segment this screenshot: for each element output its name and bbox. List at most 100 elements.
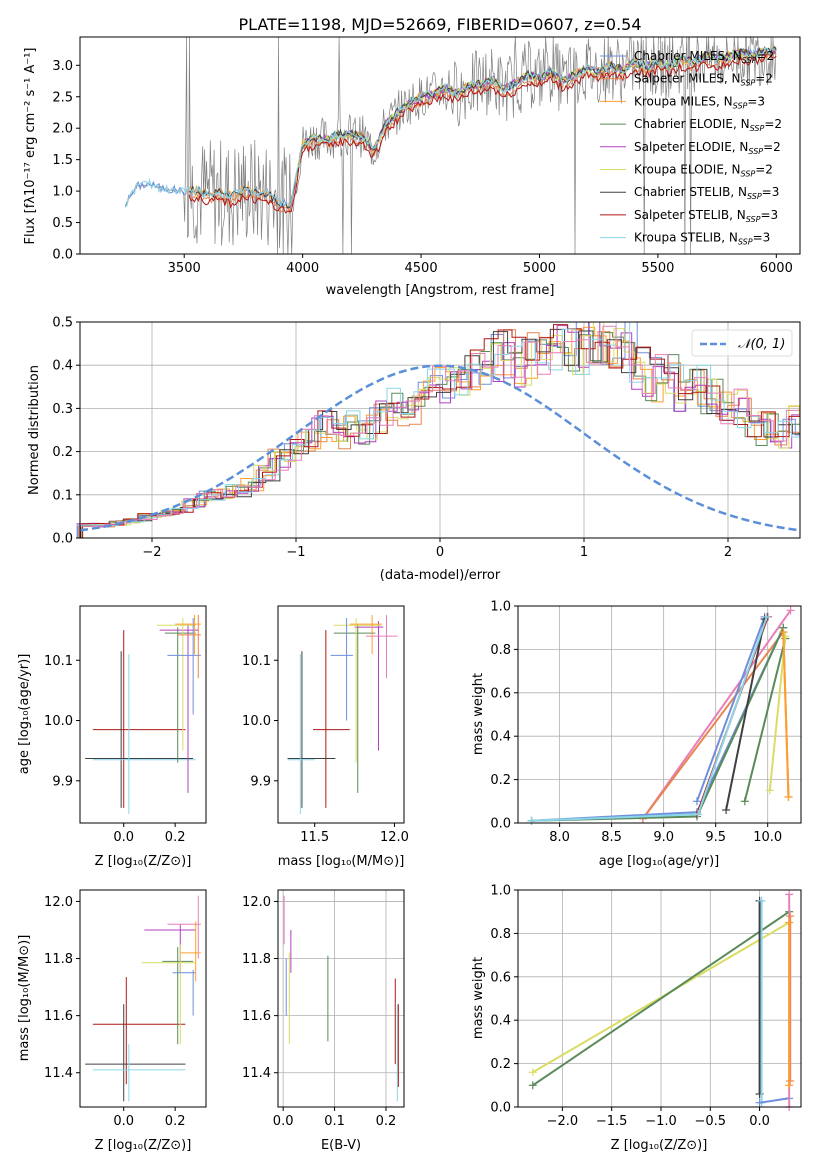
x-tick-label: 4500 [405, 261, 438, 276]
x-tick-label: 5500 [641, 261, 674, 276]
mass-vs-ebv-xlabel: E(B-V) [321, 1138, 361, 1153]
model-fit-line-7 [188, 46, 777, 209]
x-tick-label: −2.0 [547, 1114, 579, 1129]
age-vs-z-xlabel: Z [log₁₀(Z/Z⊙)] [95, 854, 192, 869]
histogram-ylabel: Normed distribution [27, 365, 42, 495]
panel-age-vs-mass: 11.5 12.0 9.9 10.0 10.1 mass [log₁₀(M/M⊙)] [242, 605, 409, 869]
legend-label: Chabrier ELODIE, NSSP=2 [634, 117, 782, 133]
y-tick-label: 3.0 [52, 59, 73, 74]
x-tick-label: 0.0 [113, 1114, 134, 1129]
histogram-series-3 [80, 326, 800, 538]
y-tick-label: 12.0 [242, 895, 271, 910]
y-tick-label: 0.6 [490, 970, 511, 985]
weight-vs-age-ylabel: mass weight [471, 673, 486, 755]
x-tick-label: 10.0 [753, 830, 782, 845]
y-tick-label: 0.2 [490, 1057, 511, 1072]
y-tick-label: 11.8 [242, 952, 271, 967]
weight-vs-z-frame [517, 889, 802, 1108]
legend-label: Chabrier STELIB, NSSP=3 [634, 185, 779, 201]
weight-vs-age-frame [517, 605, 802, 824]
mass-vs-ebv-frame [277, 889, 405, 1108]
weight-vs-age-line-10 [531, 616, 768, 822]
y-tick-label: 11.8 [44, 952, 73, 967]
y-tick-label: 0.3 [52, 402, 73, 417]
x-tick-label: 0.2 [165, 1114, 186, 1129]
x-tick-label: 1 [580, 545, 588, 560]
x-tick-label: −1 [286, 545, 305, 560]
weight-vs-age-line-5 [696, 616, 766, 802]
y-tick-label: 11.6 [44, 1009, 73, 1024]
age-vs-mass-xlabel: mass [log₁₀(M/M⊙)] [278, 854, 405, 869]
y-tick-label: 10.0 [242, 714, 271, 729]
x-tick-label: 0.0 [113, 830, 134, 845]
spectrum-frame [79, 36, 801, 255]
spectrum-legend: Chabrier MILES, NSSP=2 Salpeter MILES, NS… [600, 49, 782, 247]
y-tick-label: 0.8 [490, 927, 511, 942]
y-tick-label: 0.2 [490, 773, 511, 788]
panel-weight-vs-age: 8.0 8.5 9.0 9.5 10.0 0.0 0.2 0.4 0.6 0.8 1.0 age [… [471, 600, 802, 869]
legend-label: Chabrier MILES, NSSP=2 [634, 49, 774, 65]
x-tick-label: 9.5 [705, 830, 726, 845]
y-tick-label: 0.0 [52, 248, 73, 263]
mass-vs-z-frame [79, 889, 207, 1108]
panel-mass-vs-z: 0.0 0.2 11.4 11.6 11.8 12.0 Z [log₁₀(Z/Z⊙)] m… [17, 889, 207, 1153]
y-tick-label: 0.0 [490, 1101, 511, 1116]
age-vs-z-plot-area [85, 615, 201, 814]
legend-label: Salpeter STELIB, NSSP=3 [634, 208, 778, 224]
age-vs-z-ylabel: age [log₁₀(age/yr)] [17, 654, 32, 775]
weight-vs-age-line-9 [768, 636, 787, 791]
x-tick-label: −1.5 [596, 1114, 628, 1129]
weight-vs-age-xlabel: age [log₁₀(age/yr)] [599, 854, 720, 869]
x-tick-label: 0.2 [165, 830, 186, 845]
y-tick-label: 1.5 [52, 153, 73, 168]
mass-vs-z-axes: 0.0 0.2 11.4 11.6 11.8 12.0 [44, 895, 185, 1129]
age-vs-z-axes: 0.0 0.2 9.9 10.0 10.1 [44, 654, 185, 845]
y-tick-label: 11.4 [44, 1066, 73, 1081]
spectrum-axes: 3500 4000 4500 5000 5500 6000 0.0 0.5 1.0 1.5 2.0 2… [52, 59, 793, 276]
weight-vs-z-plot-area [528, 890, 795, 1111]
x-tick-label: 6000 [760, 261, 793, 276]
y-tick-label: 9.9 [250, 774, 271, 789]
y-tick-label: 0.5 [52, 216, 73, 231]
normal-legend-label: 𝒩(0, 1) [738, 337, 785, 352]
y-tick-label: 1.0 [52, 185, 73, 200]
histogram-series-1 [77, 321, 800, 538]
weight-vs-age-line-1 [642, 609, 792, 820]
mass-vs-z-xlabel: Z [log₁₀(Z/Z⊙)] [95, 1138, 192, 1153]
y-tick-label: 1.0 [490, 884, 511, 899]
y-tick-label: 0.4 [52, 359, 73, 374]
x-tick-label: 0.0 [273, 1114, 294, 1129]
panel-age-vs-z: 0.0 0.2 9.9 10.0 10.1 Z [log₁₀(Z/Z⊙)] age [l… [17, 605, 207, 869]
weight-vs-age-line-3 [531, 627, 785, 822]
x-tick-label: −0.5 [694, 1114, 726, 1129]
normal-curve-line [79, 364, 801, 532]
y-tick-label: 0.4 [490, 1014, 511, 1029]
y-tick-label: 11.6 [242, 1009, 271, 1024]
x-tick-label: 0.1 [324, 1114, 345, 1129]
y-tick-label: 1.0 [490, 600, 511, 615]
x-tick-label: 8.5 [601, 830, 622, 845]
legend-label: Kroupa ELODIE, NSSP=2 [634, 163, 773, 179]
weight-vs-age-line-11 [782, 631, 790, 798]
y-tick-label: 10.1 [242, 654, 271, 669]
x-tick-label: 3500 [168, 261, 201, 276]
histogram-axes: −2 −1 0 1 2 0.0 0.1 0.2 0.3 0.4 0.5 [52, 316, 732, 561]
y-tick-label: 0.4 [490, 730, 511, 745]
y-tick-label: 0.2 [52, 445, 73, 460]
weight-vs-z-axes: −2.0 −1.5 −1.0 −0.5 0.0 0.0 0.2 0.4 0.6 0.8 1.0 [490, 884, 770, 1130]
x-tick-label: 0.2 [376, 1114, 397, 1129]
age-vs-mass-plot-area [287, 615, 398, 814]
weight-vs-age-line-4 [531, 627, 785, 822]
histogram-legend-box [691, 329, 793, 357]
y-tick-label: 0.0 [52, 532, 73, 547]
mass-vs-ebv-plot-area [283, 895, 399, 1102]
histogram-series-7 [80, 328, 800, 538]
legend-label: Salpeter MILES, NSSP=2 [634, 72, 773, 88]
age-vs-z-frame [79, 605, 207, 824]
histogram-plot-area [76, 321, 801, 538]
x-tick-label: 2 [724, 545, 732, 560]
weight-vs-age-line-7 [725, 618, 766, 811]
panel-histogram: −2 −1 0 1 2 0.0 0.1 0.2 0.3 0.4 0.5 (data-model)/e… [27, 316, 801, 583]
weight-vs-age-line-8 [743, 638, 787, 802]
